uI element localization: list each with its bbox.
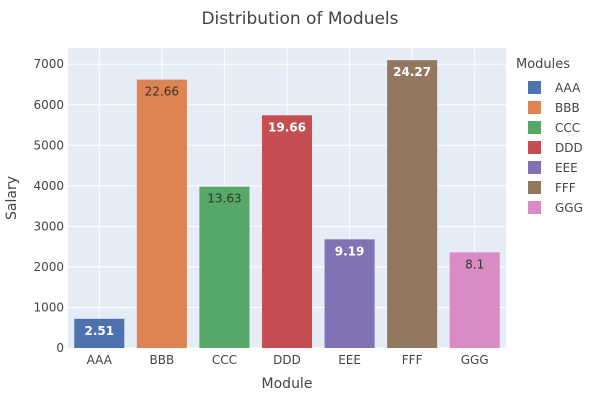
- x-tick-label: AAA: [87, 353, 113, 367]
- data-label: 19.66: [268, 120, 306, 134]
- legend-item: EEE: [555, 161, 578, 175]
- data-label: 24.27: [393, 65, 431, 79]
- y-tick-label: 1000: [33, 300, 64, 314]
- x-tick-label: FFF: [402, 353, 423, 367]
- legend-swatch: [528, 181, 541, 194]
- legend-title: Modules: [516, 57, 570, 72]
- legend: Modules AAA BBB CCC DDD EEE FFF GGG: [516, 57, 583, 215]
- data-label: 13.63: [207, 192, 241, 206]
- legend-item: FFF: [555, 181, 576, 195]
- data-label: 9.19: [335, 244, 365, 258]
- y-tick-label: 6000: [33, 98, 64, 112]
- y-tick-label: 2000: [33, 260, 64, 274]
- x-tick-label: BBB: [150, 353, 175, 367]
- bar-fff: [387, 60, 438, 348]
- bar-bbb: [136, 79, 187, 349]
- legend-swatch: [528, 81, 541, 94]
- legend-swatch: [528, 121, 541, 134]
- legend-item: DDD: [555, 141, 583, 155]
- data-label: 2.51: [84, 324, 114, 338]
- y-tick-label: 5000: [33, 138, 64, 152]
- x-tick-label: DDD: [273, 353, 301, 367]
- legend-item: AAA: [555, 81, 581, 95]
- y-tick-label: 0: [56, 341, 64, 355]
- data-label: 22.66: [145, 85, 179, 99]
- chart-title: Distribution of Moduels: [201, 9, 398, 29]
- y-axis-ticks: 0 1000 2000 3000 4000 5000 6000 7000: [33, 57, 64, 355]
- y-axis-title: Salary: [4, 176, 20, 220]
- x-tick-label: EEE: [338, 353, 361, 367]
- x-tick-label: GGG: [461, 353, 489, 367]
- bar-eee: [324, 239, 375, 348]
- x-axis-ticks: AAA BBB CCC DDD EEE FFF GGG: [87, 353, 489, 367]
- legend-swatch: [528, 161, 541, 174]
- y-tick-label: 4000: [33, 179, 64, 193]
- data-label: 8.1: [465, 257, 484, 271]
- bar-aaa: [74, 318, 125, 348]
- legend-item: CCC: [555, 121, 580, 135]
- legend-item: BBB: [555, 101, 580, 115]
- bars: 2.51 22.66 13.63 19.66 9.19 24.27 8.1: [74, 60, 500, 349]
- bar-ddd: [261, 115, 313, 348]
- x-tick-label: CCC: [212, 353, 237, 367]
- legend-swatch: [528, 201, 541, 214]
- legend-swatch: [528, 141, 541, 154]
- legend-swatch: [528, 101, 541, 114]
- legend-item: GGG: [555, 201, 583, 215]
- y-tick-label: 7000: [33, 57, 64, 71]
- x-axis-title: Module: [262, 376, 313, 392]
- bar-ccc: [199, 186, 250, 348]
- bar-ggg: [449, 252, 500, 348]
- y-tick-label: 3000: [33, 219, 64, 233]
